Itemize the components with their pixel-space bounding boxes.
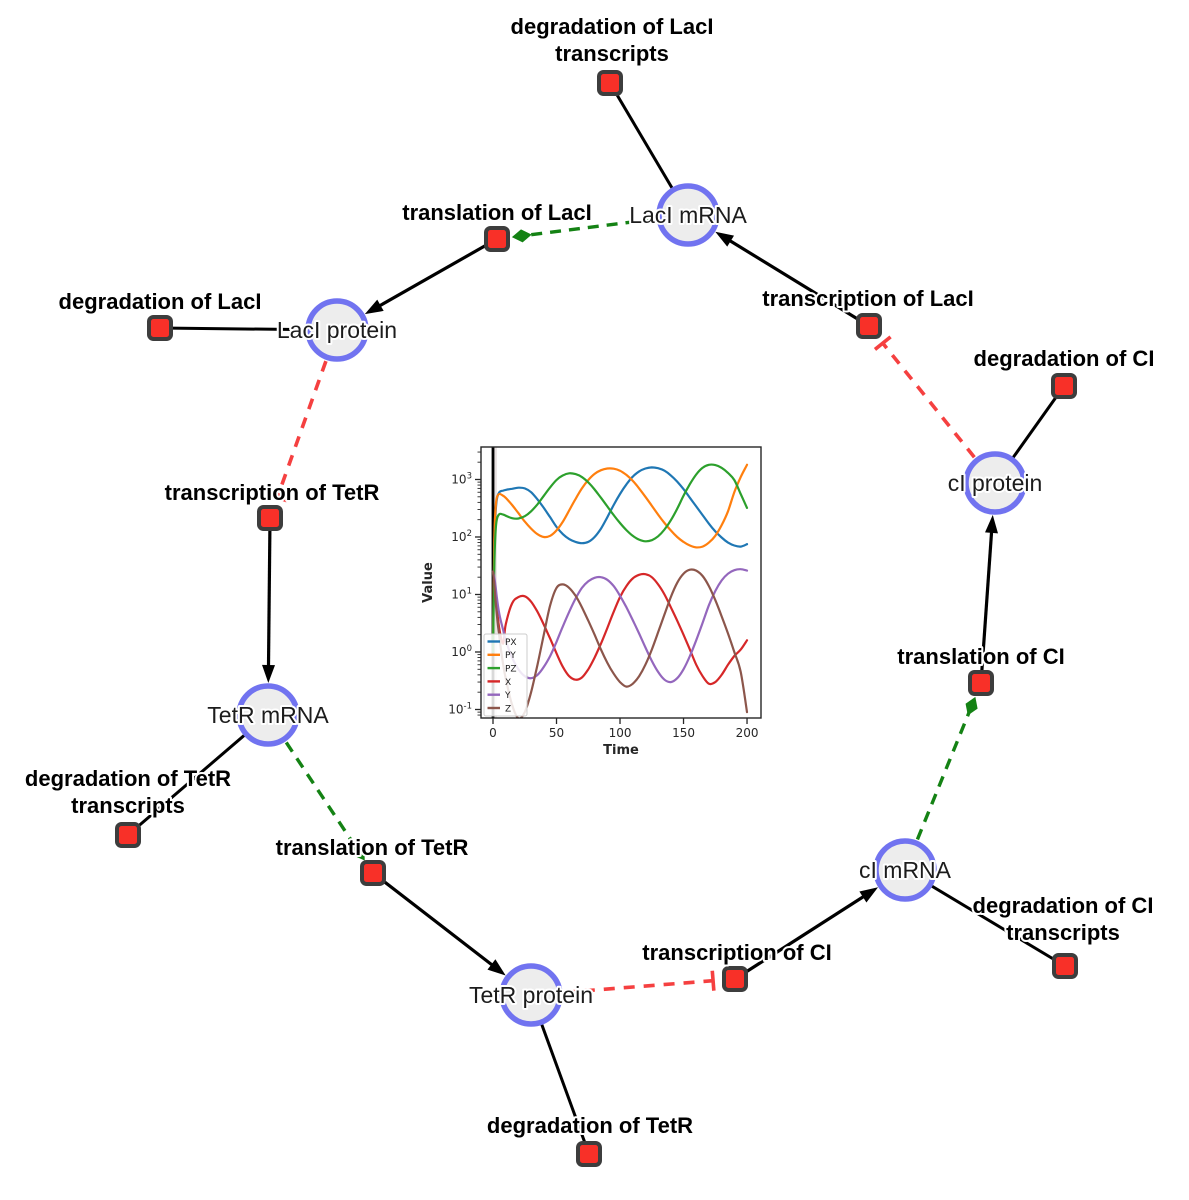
species-node-tetr-protein[interactable] <box>499 963 563 1027</box>
deg-tetr-transcripts-label: degradation of TetR transcripts <box>25 766 231 818</box>
plot-frame <box>480 446 762 719</box>
deg-tetr-label: degradation of TetR <box>487 1113 693 1138</box>
tetr-protein-label: TetR protein <box>469 982 593 1008</box>
deg-laci-label: degradation of LacI <box>59 289 262 314</box>
edge-translation-tetr-to-tetr-protein-arrowhead <box>487 959 506 976</box>
edge-transcription-laci-to-laci-mrna-arrowhead <box>715 231 735 247</box>
tetr-mrna-label: TetR mRNA <box>207 702 329 728</box>
transcription-laci-label: transcription of LacI <box>762 286 973 311</box>
x-tick-label: 150 <box>672 726 695 740</box>
x-tick-label: 0 <box>489 726 497 740</box>
edge-translation-laci-to-laci-protein-arrowhead <box>364 299 384 315</box>
ci-protein-label: cI protein <box>948 470 1043 496</box>
y-tick-label: 10-1 <box>448 701 472 716</box>
edge-laci-mrna-to-translation-laci-diamond <box>511 229 532 243</box>
deg-ci-transcripts-label: degradation of CI transcripts <box>973 893 1154 945</box>
plot-legend: PX PY PZ XYZ <box>483 633 528 717</box>
edge-transcription-tetr-to-tetr-mrna-arrowhead <box>262 664 276 684</box>
edge-translation-tetr-to-tetr-protein <box>372 871 498 970</box>
transcription-ci-label: transcription of CI <box>642 940 831 965</box>
translation-ci-label: translation of CI <box>897 644 1064 669</box>
laci-mrna-label: LacI mRNA <box>629 202 747 228</box>
edge-translation-laci-to-laci-protein <box>374 237 498 310</box>
edge-ci-mrna-to-translation-ci-diamond <box>965 696 978 716</box>
reaction-node-deg-laci-transcripts[interactable] <box>597 70 623 96</box>
edge-transcription-ci-to-ci-mrna-arrowhead <box>859 887 879 903</box>
species-node-laci-protein[interactable] <box>305 298 369 362</box>
edge-ci-mrna-to-translation-ci <box>915 710 972 841</box>
species-node-tetr-mrna[interactable] <box>236 683 300 747</box>
series-PY <box>491 463 749 654</box>
reaction-node-deg-ci[interactable] <box>1051 373 1077 399</box>
edge-tetr-mrna-to-translation-tetr-diamond <box>353 843 365 861</box>
edge-transcription-tetr-to-tetr-mrna <box>266 517 272 672</box>
edge-translation-ci-to-ci-protein <box>979 526 994 684</box>
legend-label-X: X <box>505 678 511 688</box>
legend-label-Y: Y <box>504 691 511 701</box>
reaction-node-translation-laci[interactable] <box>484 226 510 252</box>
y-tick-label: 102 <box>451 529 472 544</box>
translation-tetr-label: translation of TetR <box>276 835 469 860</box>
x-tick-label: 100 <box>609 726 632 740</box>
transcription-tetr-label: transcription of TetR <box>165 480 380 505</box>
reaction-node-deg-laci[interactable] <box>147 315 173 341</box>
species-node-ci-protein[interactable] <box>963 451 1027 515</box>
translation-laci-label: translation of LacI <box>402 200 591 225</box>
reaction-node-transcription-laci[interactable] <box>856 313 882 339</box>
y-tick-label: 101 <box>451 586 472 601</box>
legend-label-PY: PY <box>505 651 516 661</box>
legend-label-PZ: PZ <box>505 665 517 675</box>
edge-tetr-mrna-to-translation-tetr <box>284 741 358 849</box>
edge-tetr-protein-to-transcription-ci <box>563 978 714 995</box>
series-PX <box>491 466 749 654</box>
edge-ci-protein-to-transcription-laci <box>881 342 976 459</box>
y-tick-label: 103 <box>451 471 472 486</box>
nodes-layer <box>115 70 1078 1167</box>
reaction-node-transcription-ci[interactable] <box>722 966 748 992</box>
edge-laci-protein-to-transcription-tetr-tbar <box>267 492 288 503</box>
y-tick-label: 100 <box>451 644 472 659</box>
edge-laci-mrna-to-translation-laci <box>526 217 656 237</box>
edge-tetr-protein-to-transcription-ci-tbar <box>710 970 716 991</box>
reaction-node-translation-tetr[interactable] <box>360 860 386 886</box>
x-tick-label: 50 <box>549 726 564 740</box>
edge-laci-protein-to-transcription-tetr <box>275 360 328 498</box>
reaction-node-deg-tetr[interactable] <box>576 1141 602 1167</box>
legend-label-PX: PX <box>505 638 517 648</box>
x-axis-label: Time <box>603 743 639 758</box>
x-tick-label: 200 <box>736 726 759 740</box>
edge-transcription-ci-to-ci-mrna <box>734 892 869 981</box>
y-axis-label: Value <box>421 562 436 603</box>
deg-laci-transcripts-label: degradation of LacI transcripts <box>511 14 714 66</box>
edge-translation-ci-to-ci-protein-arrowhead <box>985 514 998 534</box>
edge-transcription-laci-to-laci-mrna <box>724 236 870 328</box>
ci-mrna-label: cI mRNA <box>859 857 952 883</box>
reaction-node-translation-ci[interactable] <box>968 670 994 696</box>
series-X <box>491 570 749 686</box>
labels-layer: degradation of LacI transcripts translatio… <box>23 12 1157 1140</box>
legend-label-Z: Z <box>505 704 511 714</box>
series-PZ <box>491 463 749 654</box>
reaction-node-deg-ci-transcripts[interactable] <box>1052 953 1078 979</box>
reaction-node-deg-tetr-transcripts[interactable] <box>115 822 141 848</box>
laci-protein-label: LacI protein <box>277 317 397 343</box>
edge-ci-protein-to-transcription-laci-tbar <box>873 335 892 351</box>
species-node-ci-mrna[interactable] <box>873 838 937 902</box>
deg-ci-label: degradation of CI <box>974 346 1155 371</box>
species-node-laci-mrna[interactable] <box>656 183 720 247</box>
reaction-node-transcription-tetr[interactable] <box>257 505 283 531</box>
